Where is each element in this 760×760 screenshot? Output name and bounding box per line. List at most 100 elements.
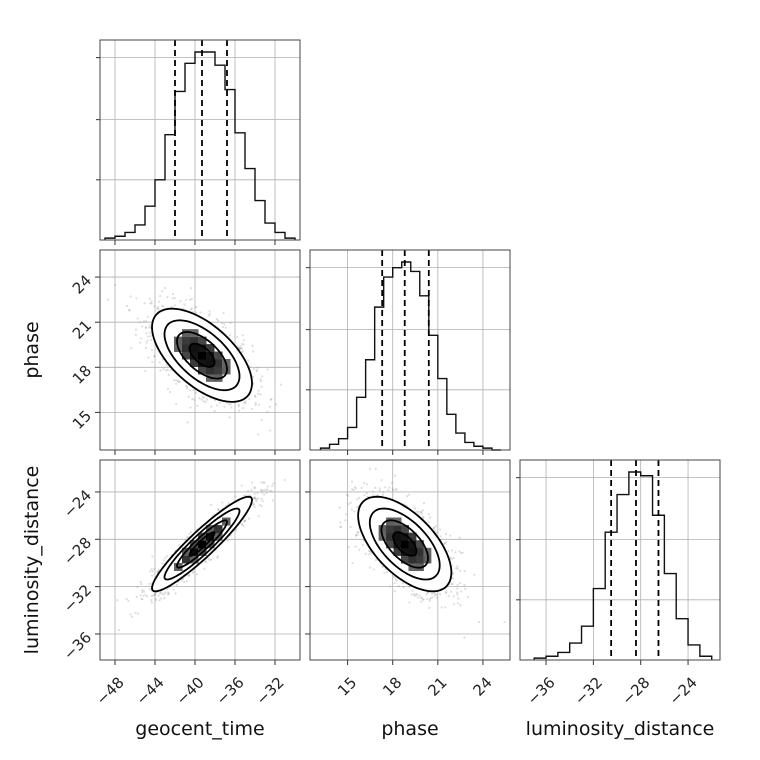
sample-point [260,385,263,388]
y-tick-label-luminosity_distance: −28 [60,534,95,569]
sample-point [259,488,263,492]
density-cell [415,555,424,564]
density-cell [190,547,199,556]
sample-point [243,494,246,497]
sample-point [271,484,274,487]
sample-point [266,410,269,413]
sample-point [374,486,377,489]
sample-point [413,594,416,597]
x-tick-label-geocent_time: −40 [173,674,208,709]
density-cell [393,525,402,534]
sample-point [345,493,349,496]
sample-point [157,568,161,571]
sample-point [357,530,360,534]
sample-point [130,347,133,350]
sample-point [165,364,168,367]
sample-point [173,379,176,382]
sample-point [420,596,423,599]
density-cell [182,351,191,360]
sample-point [425,593,428,596]
sample-point [240,522,243,525]
sample-point [450,557,454,560]
sample-point [236,336,239,339]
sample-point [368,549,371,552]
density-cell [190,344,199,353]
sample-point [422,516,425,519]
sample-point [150,348,154,352]
x-tick-label-luminosity_distance: −24 [666,674,701,709]
sample-point [147,356,150,359]
sample-point [144,369,147,373]
sample-point [187,395,190,398]
sample-point [265,488,268,491]
sample-point [196,404,199,407]
sample-point [247,517,250,520]
sample-point [140,597,143,600]
sample-point [234,495,237,498]
sample-point [174,592,177,595]
contour-level-3 [357,495,453,593]
sample-point [150,601,153,604]
sample-point [384,486,387,489]
density-cell [378,525,387,534]
sample-point [239,346,243,350]
sample-point [234,529,237,532]
sample-point [166,295,169,299]
density-cell [174,336,183,345]
sample-point [131,615,134,619]
sample-point [215,317,218,321]
sample-point [189,389,192,392]
sample-point [428,599,431,602]
sample-point [194,391,198,394]
sample-point [203,567,206,570]
sample-point [427,520,430,523]
density-cell [198,344,207,353]
sample-point [260,489,264,492]
sample-point [161,592,164,595]
sample-point [364,552,367,555]
sample-point [427,512,430,516]
sample-point [374,558,378,562]
density-cell [415,547,424,556]
density-cell [206,344,215,353]
density-cell [182,555,191,564]
sample-point [253,394,257,397]
sample-point [190,297,193,301]
sample-point [349,501,352,504]
sample-point [213,399,217,402]
sample-point [269,489,272,493]
sample-point [457,597,460,600]
sample-point [178,380,181,384]
sample-point [192,571,195,574]
joint-content [310,460,510,660]
sample-point [372,568,375,571]
sample-point [361,543,364,547]
sample-point [164,591,167,594]
sample-point [351,561,354,565]
sample-point [166,368,169,371]
density-cell [198,336,207,345]
density-cell [386,540,395,549]
sample-point [439,592,442,596]
sample-point [456,602,460,605]
sample-point [357,496,361,499]
sample-point [279,383,283,386]
sample-point [443,542,446,546]
y-tick-label-phase: 24 [69,271,95,297]
sample-point [158,300,161,303]
sample-point [216,555,220,558]
density-cell [198,540,207,549]
sample-point [254,403,257,406]
sample-point [154,598,158,602]
sample-point [161,562,164,565]
sample-point [188,574,191,578]
sample-point [449,534,452,537]
sample-point [271,499,274,502]
sample-point [263,493,266,496]
sample-point [151,574,154,577]
sample-point [355,506,359,509]
sample-point [258,503,261,507]
sample-point [381,493,384,496]
sample-point [413,507,417,510]
